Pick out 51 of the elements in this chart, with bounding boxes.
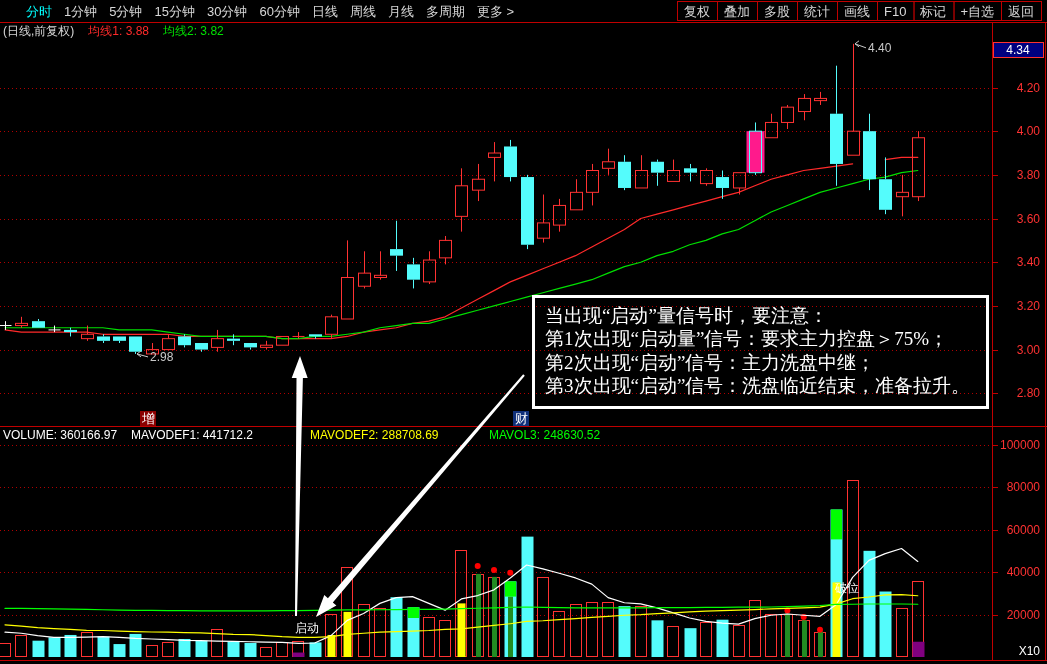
annotation: 第2次出现“启动”信号：主力洗盘中继； xyxy=(545,351,876,373)
tab-label: 周线 xyxy=(349,3,376,19)
annotation: 2.98 xyxy=(150,349,174,364)
tab-label: 日线 xyxy=(311,3,338,19)
annotation: 第3次出现“启动”信号：洗盘临近结束，准备拉升。 xyxy=(545,375,971,396)
annotation: 启动 xyxy=(294,621,319,635)
toolbar-button: 统计 xyxy=(797,1,838,21)
toolbar-button: +自选 xyxy=(953,1,1002,21)
tick-label: 40000 xyxy=(1006,565,1040,580)
tick-label: 3.00 xyxy=(1016,342,1040,357)
legend-label: 均线2: 3.82 xyxy=(163,24,224,38)
tab-label: 分时 xyxy=(26,3,52,19)
legend-label: 均线1: 3.88 xyxy=(88,24,150,38)
tab-label: 30分钟 xyxy=(206,3,248,19)
toolbar-button: 标记 xyxy=(913,1,955,21)
tick-label: 20000 xyxy=(1006,607,1040,622)
annotation: 4.34 xyxy=(1006,43,1030,57)
tick-label: 3.20 xyxy=(1016,298,1040,313)
tab-label: 60分钟 xyxy=(259,3,300,19)
tick-label: 4.00 xyxy=(1016,124,1040,139)
annotation: 当出现“启动”量信号时，要注意： xyxy=(545,304,828,326)
annotation: X10 xyxy=(1018,644,1040,658)
toolbar-button: 多股 xyxy=(757,1,798,21)
tick-label: 80000 xyxy=(1006,480,1040,495)
tab-label: 月线 xyxy=(387,3,414,19)
tick-label: 60000 xyxy=(1006,522,1040,537)
toolbar-button: 复权 xyxy=(677,1,718,21)
annotation: 第1次出现“启动量”信号：要求主力控盘＞75%； xyxy=(545,328,949,349)
toolbar-button: F10 xyxy=(877,1,915,21)
legend-label: MAVODEF1: 441712.2 xyxy=(131,428,253,442)
tick-label: 100000 xyxy=(999,438,1040,453)
tick-label: 3.60 xyxy=(1016,211,1040,226)
toolbar-button: 返回 xyxy=(1001,1,1042,21)
annotation: 4.40 xyxy=(868,40,892,55)
tick-label: 3.80 xyxy=(1016,167,1040,182)
toolbar-button: 画线 xyxy=(837,1,878,21)
event-tag: 增 xyxy=(140,411,156,426)
tab-label: 更多 > xyxy=(476,3,515,19)
tick-label: 3.40 xyxy=(1016,255,1040,270)
legend-label: MAVOL3: 248630.52 xyxy=(489,428,601,442)
event-tag: 财 xyxy=(513,411,529,426)
toolbar-button: 叠加 xyxy=(717,1,758,21)
legend-label: MAVODEF2: 288708.69 xyxy=(310,428,439,442)
tab-label: 1分钟 xyxy=(64,3,98,19)
annotation: VOLUME: 360166.97 xyxy=(3,428,118,442)
tab-label: 5分钟 xyxy=(109,3,143,19)
tick-label: 4.20 xyxy=(1016,80,1040,95)
tick-label: 2.80 xyxy=(1016,386,1040,401)
title: (日线,前复权) xyxy=(3,24,75,38)
tab-label: 多周期 xyxy=(425,3,465,19)
tab-label: 15分钟 xyxy=(154,3,195,19)
